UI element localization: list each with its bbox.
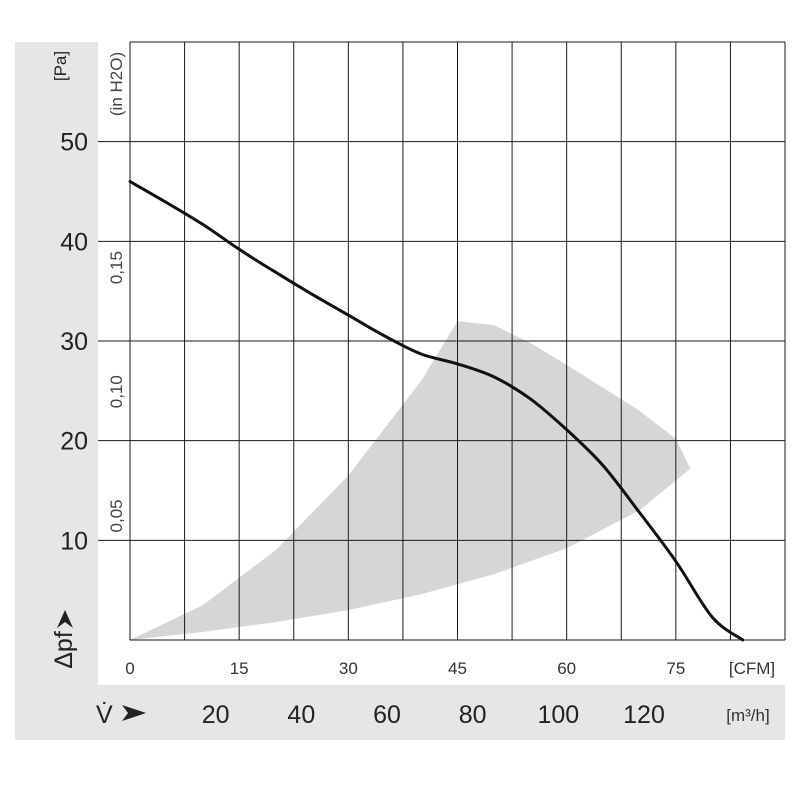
x-tick-label: 60 bbox=[557, 659, 576, 678]
y-tick-label: 50 bbox=[60, 129, 88, 157]
y-tick-label: 20 bbox=[60, 428, 88, 456]
x-tick-label: 0 bbox=[125, 659, 134, 678]
x2-tick-label: 120 bbox=[623, 701, 665, 729]
y-axis-label: Δpf bbox=[50, 631, 78, 669]
y-tick-label: 10 bbox=[60, 527, 88, 555]
y-tick-label: 30 bbox=[60, 328, 88, 356]
x-tick-label: 15 bbox=[230, 659, 249, 678]
y2-tick-label: 0,05 bbox=[107, 499, 126, 532]
x2-axis-arrow bbox=[122, 705, 146, 721]
x-tick-label: 75 bbox=[666, 659, 685, 678]
x-axis-unit: [CFM] bbox=[729, 659, 775, 678]
x2-tick-label: 60 bbox=[373, 701, 401, 729]
y2-tick-label: 0,10 bbox=[107, 375, 126, 408]
x2-tick-label: 20 bbox=[202, 701, 230, 729]
x-tick-label: 45 bbox=[448, 659, 467, 678]
y-axis-arrow bbox=[57, 610, 73, 628]
x2-axis-unit: [m³/h] bbox=[726, 706, 769, 725]
operating-range-area bbox=[130, 321, 691, 640]
y-tick-label: 40 bbox=[60, 228, 88, 256]
left-axis-band bbox=[15, 42, 98, 740]
x-tick-label: 30 bbox=[339, 659, 358, 678]
x2-tick-label: 100 bbox=[537, 701, 579, 729]
x2-axis-label: V̇ bbox=[96, 700, 113, 729]
y2-tick-label: 0,15 bbox=[107, 251, 126, 284]
x2-tick-label: 80 bbox=[459, 701, 487, 729]
performance-curve bbox=[128, 180, 745, 642]
y-axis-unit: [Pa] bbox=[51, 51, 70, 81]
x2-tick-label: 40 bbox=[287, 701, 315, 729]
y2-axis-unit: (in H2O) bbox=[107, 52, 126, 116]
